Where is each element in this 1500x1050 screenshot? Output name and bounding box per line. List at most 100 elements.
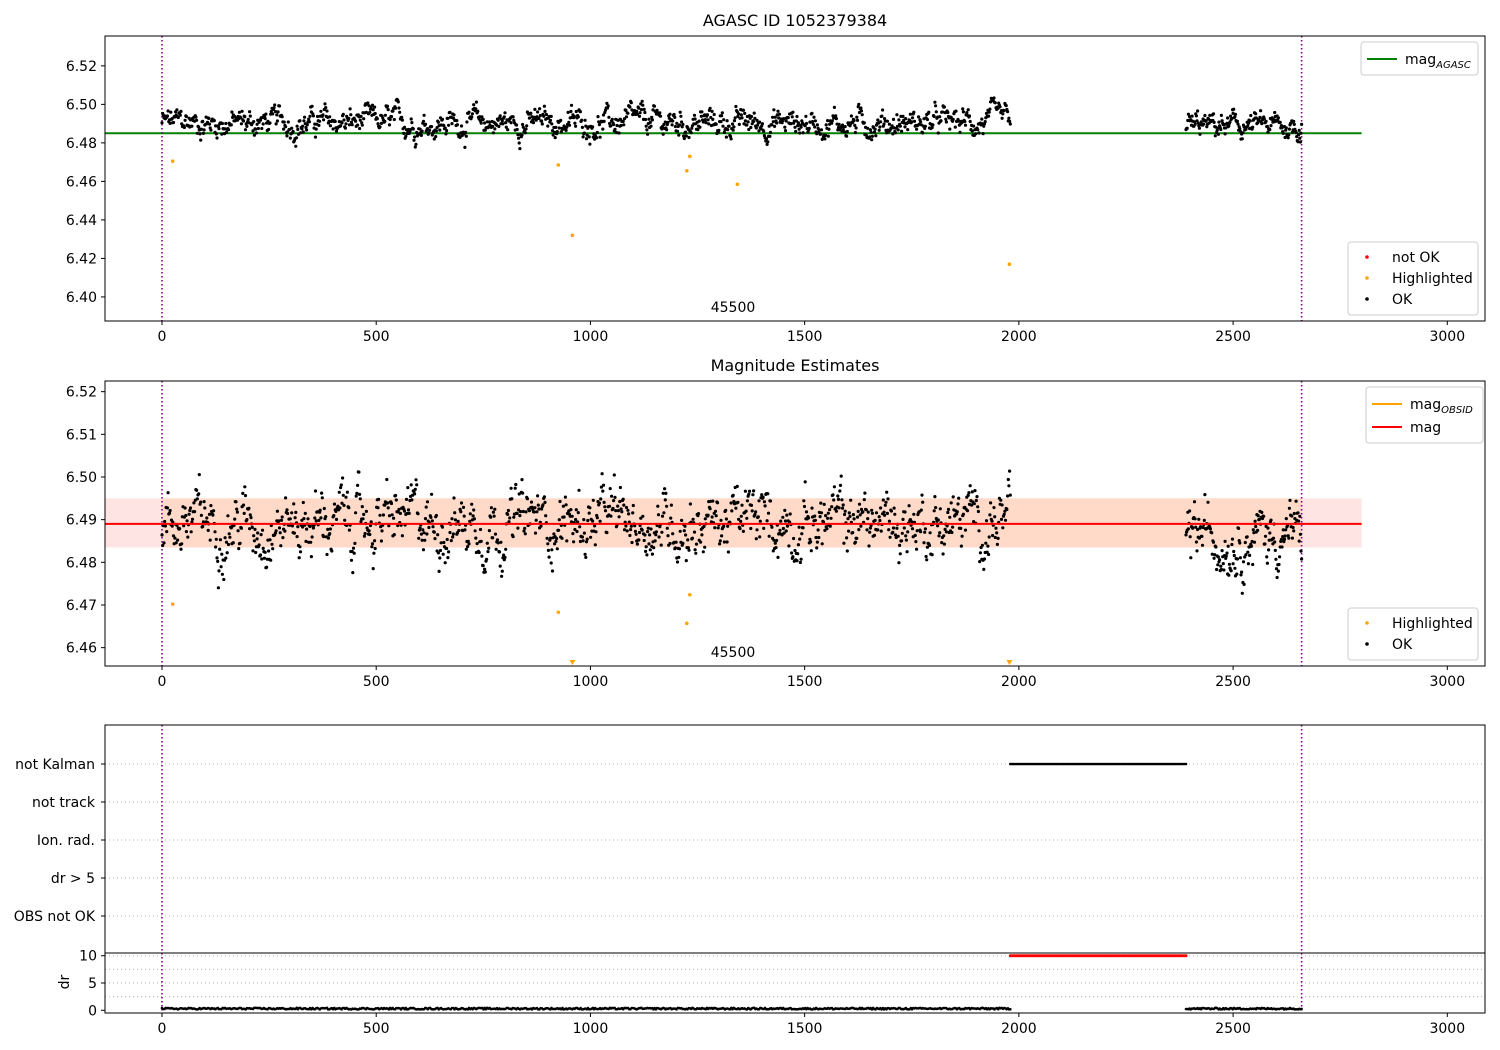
ok-point: [830, 119, 834, 123]
ok-point: [654, 530, 659, 534]
x-tick-label: 500: [363, 329, 390, 345]
ok-point: [996, 536, 1000, 541]
ok-point: [978, 560, 982, 564]
ok-point: [324, 515, 328, 519]
ok-point: [938, 115, 942, 119]
ok-point: [354, 511, 358, 515]
ok-point: [214, 537, 218, 541]
x-tick-label: 0: [158, 1021, 167, 1037]
ok-point: [822, 502, 826, 506]
ok-point: [437, 569, 441, 574]
ok-point: [420, 129, 424, 133]
ok-point: [804, 114, 808, 118]
ok-point: [394, 498, 398, 502]
legend-box: [1347, 607, 1479, 661]
ok-point: [180, 542, 184, 546]
ok-point: [445, 546, 449, 551]
ok-point: [414, 142, 418, 146]
ok-point: [290, 511, 294, 515]
ok-point: [1190, 114, 1194, 118]
ok-point: [360, 123, 364, 127]
ok-point: [706, 513, 710, 517]
ok-point: [224, 540, 229, 544]
ok-point: [420, 538, 424, 542]
ok-point: [483, 570, 487, 574]
ok-point: [400, 534, 404, 538]
ok-point: [489, 506, 493, 510]
ok-point: [356, 123, 360, 127]
ok-point: [549, 561, 553, 565]
highlighted-point: [170, 159, 175, 163]
y-tick-label: 6.52: [66, 385, 97, 401]
ok-point: [190, 517, 195, 521]
ok-point: [252, 133, 256, 137]
ok-point: [771, 120, 775, 124]
ok-point: [330, 549, 334, 553]
ok-point: [730, 122, 735, 126]
ok-point: [900, 129, 904, 133]
ok-point: [677, 547, 682, 551]
ok-point: [643, 533, 647, 537]
ok-point: [432, 530, 436, 534]
ok-point: [229, 123, 233, 127]
ok-point: [379, 539, 383, 543]
ok-point: [363, 531, 367, 536]
ok-point: [383, 113, 387, 117]
ok-point: [237, 547, 241, 551]
ok-point: [1273, 540, 1277, 544]
ok-point: [269, 558, 273, 562]
ok-point: [974, 498, 978, 503]
ok-point: [675, 560, 680, 564]
ok-point: [566, 110, 570, 114]
ok-point: [817, 535, 821, 540]
ok-point: [453, 511, 457, 515]
y-tick-label: 10: [79, 949, 97, 965]
ok-point: [1222, 122, 1226, 127]
ok-point: [760, 493, 764, 497]
ok-point: [261, 122, 265, 126]
legend-marker: [1365, 642, 1369, 646]
ok-point: [749, 526, 753, 531]
ok-point: [294, 144, 298, 148]
ok-point: [1274, 567, 1279, 571]
ok-point: [464, 547, 468, 551]
ok-point: [921, 500, 925, 504]
ok-point: [497, 124, 501, 129]
ok-point: [976, 509, 981, 514]
ok-point: [755, 528, 759, 532]
ok-point: [637, 538, 641, 542]
ok-point: [957, 119, 961, 123]
ok-point: [912, 512, 916, 516]
ok-point: [601, 113, 606, 117]
ok-point: [583, 118, 587, 122]
ok-point: [340, 501, 344, 505]
ok-point: [1282, 540, 1286, 544]
ok-point: [843, 512, 847, 517]
ok-point: [605, 101, 609, 105]
ok-point: [857, 102, 861, 106]
legend-box: [1360, 41, 1479, 76]
ok-point: [476, 109, 480, 113]
ok-point: [673, 115, 677, 119]
ok-point: [887, 122, 892, 126]
ok-point: [673, 125, 678, 129]
ok-point: [575, 529, 579, 534]
ok-point: [552, 532, 556, 536]
ok-point: [227, 532, 231, 536]
ok-point: [708, 106, 712, 110]
ok-point: [797, 127, 801, 131]
ok-point: [515, 511, 519, 515]
ok-point: [938, 531, 942, 535]
ok-point: [498, 564, 502, 568]
ok-point: [431, 525, 435, 529]
ok-point: [1298, 532, 1302, 536]
ok-point: [1254, 116, 1258, 120]
ok-point: [486, 550, 490, 554]
ok-point: [466, 539, 470, 543]
ok-point: [910, 120, 914, 124]
ok-point: [648, 548, 652, 552]
ok-point: [310, 535, 314, 539]
ok-point: [411, 127, 415, 131]
ok-point: [471, 514, 475, 518]
ok-point: [631, 503, 635, 508]
